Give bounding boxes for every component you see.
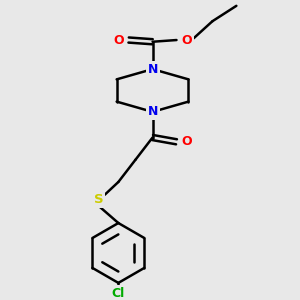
Text: N: N [147,105,158,119]
Text: N: N [147,63,158,76]
Text: O: O [182,34,192,46]
Text: Cl: Cl [112,287,125,300]
Text: S: S [94,193,104,206]
Text: O: O [113,34,124,46]
Text: O: O [182,135,192,148]
